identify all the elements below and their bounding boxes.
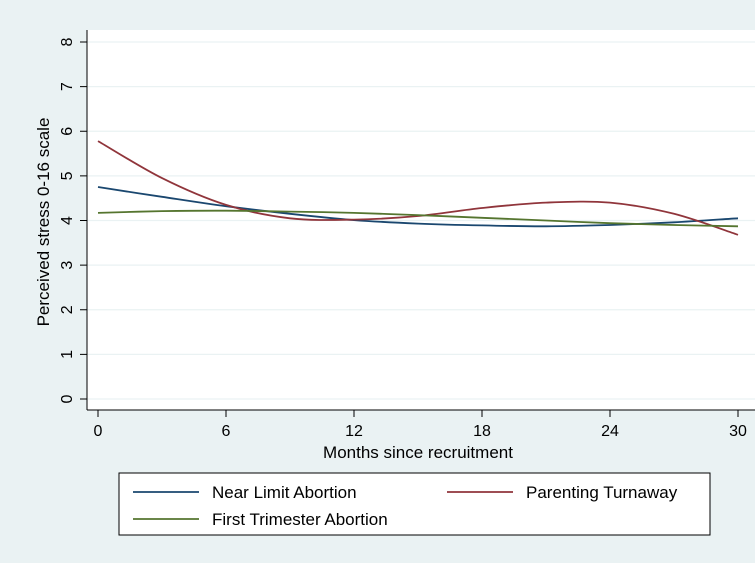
x-tick-label: 30: [729, 423, 747, 440]
x-ticks: 0 6 12 18 24 30: [94, 410, 747, 440]
legend-label: First Trimester Abortion: [212, 510, 388, 529]
x-tick-label: 24: [601, 423, 619, 440]
x-tick-label: 12: [345, 423, 363, 440]
y-tick-label: 6: [59, 127, 76, 136]
y-tick-label: 5: [59, 171, 76, 180]
legend: Near Limit Abortion Parenting Turnaway Fir…: [133, 483, 678, 529]
y-tick-label: 8: [59, 37, 76, 46]
y-ticks: 0 1 2 3 4 5 6 7 8: [59, 37, 87, 403]
x-tick-label: 0: [94, 423, 103, 440]
legend-box: [118, 472, 711, 536]
x-axis-label: Months since recruitment: [323, 443, 513, 462]
x-tick-label: 6: [222, 423, 231, 440]
y-tick-label: 4: [59, 216, 76, 225]
legend-label: Near Limit Abortion: [212, 483, 357, 502]
series-line-first-trimester-abortion: [97, 209, 739, 228]
y-tick-label: 2: [59, 305, 76, 314]
y-tick-label: 3: [59, 261, 76, 270]
x-tick-label: 18: [473, 423, 491, 440]
gridlines: [87, 41, 755, 400]
y-tick-label: 1: [59, 350, 76, 359]
series-lines: [97, 140, 739, 236]
legend-label: Parenting Turnaway: [526, 483, 678, 502]
y-tick-label: 7: [59, 82, 76, 91]
y-axis-label: Perceived stress 0-16 scale: [34, 118, 53, 327]
y-tick-label: 0: [59, 394, 76, 403]
